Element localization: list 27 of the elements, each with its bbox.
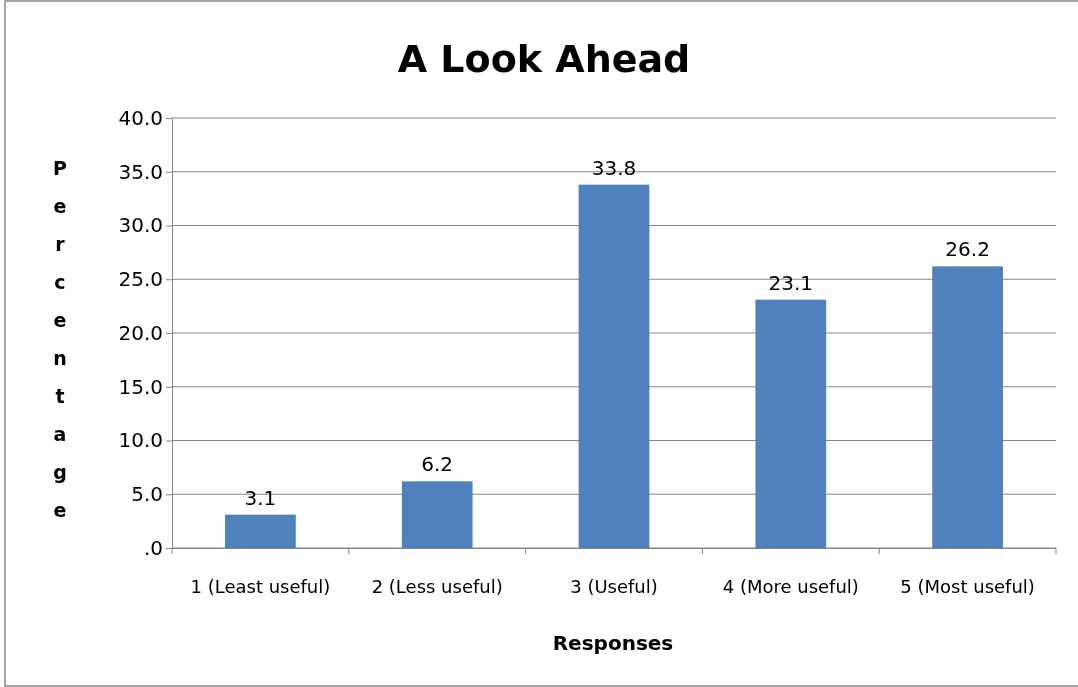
bar xyxy=(932,266,1003,548)
data-label: 33.8 xyxy=(591,155,637,180)
y-tick-label: 15.0 xyxy=(118,374,163,399)
text: Percentage xyxy=(53,157,67,521)
x-axis-title: Responses xyxy=(552,631,674,655)
bar xyxy=(578,184,650,548)
x-tick-label: 2 (Less useful) xyxy=(371,575,503,597)
bar xyxy=(755,299,827,548)
data-label: 23.1 xyxy=(768,270,814,295)
data-label: 26.2 xyxy=(945,237,990,262)
y-tick-label: 5.0 xyxy=(131,482,163,507)
data-label: 6.2 xyxy=(421,452,454,477)
y-tick-label: .0 xyxy=(143,535,163,560)
y-tick-label: 10.0 xyxy=(118,428,163,453)
x-tick-label: 1 (Least useful) xyxy=(190,575,331,597)
bar xyxy=(225,514,296,548)
x-tick-label: 3 (Useful) xyxy=(570,575,658,597)
y-tick-label: 30.0 xyxy=(118,213,163,238)
x-tick-label: 5 (Most useful) xyxy=(900,575,1035,597)
y-tick-label: 25.0 xyxy=(118,267,163,292)
data-label: 3.1 xyxy=(244,485,277,510)
chart-title: A Look Ahead xyxy=(397,37,691,81)
x-tick-label: 4 (More useful) xyxy=(722,575,859,597)
y-tick-label: 20.0 xyxy=(118,320,163,345)
y-tick-label: 35.0 xyxy=(118,159,163,184)
bar xyxy=(401,481,473,548)
y-tick-label: 40.0 xyxy=(118,105,163,130)
